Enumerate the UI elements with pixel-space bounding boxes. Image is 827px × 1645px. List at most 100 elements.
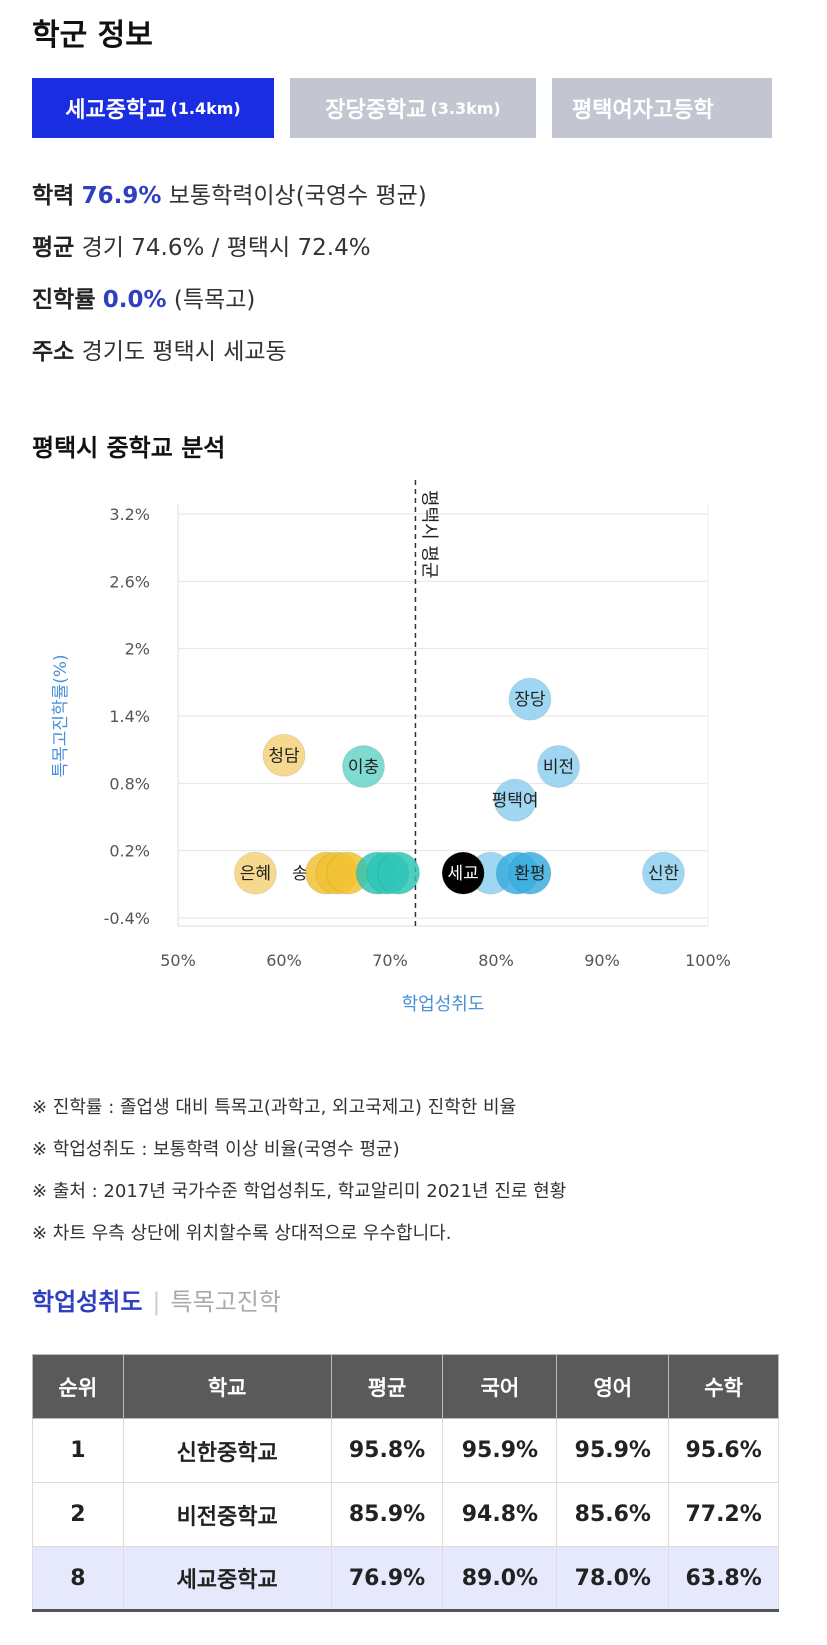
data-point <box>641 851 685 895</box>
tab-school-2-name: 평택여자고등학 <box>572 98 714 123</box>
cell-korean: 95.9% <box>442 1418 558 1483</box>
header-korean: 국어 <box>442 1354 558 1419</box>
ranking-table: 순위 학교 평균 국어 영어 수학 1 신한중학교 95.8% 95.9% 95… <box>32 1354 779 1612</box>
info-academic: 학력 76.9% 보통학력이상(국영수 평균) <box>32 176 427 210</box>
info-address-text: 경기도 평택시 세교동 <box>81 339 287 365</box>
info-address-label: 주소 <box>32 339 75 365</box>
info-address: 주소 경기도 평택시 세교동 <box>32 332 287 366</box>
tab-school-0-name: 세교중학교 <box>65 98 167 123</box>
data-point-label: 청담 <box>268 746 300 766</box>
cell-school: 세교중학교 <box>122 1546 332 1611</box>
table-header-row: 순위 학교 평균 국어 영어 수학 <box>32 1354 779 1419</box>
cell-korean: 94.8% <box>442 1482 558 1547</box>
section-title: 학군 정보 <box>32 18 153 53</box>
header-school: 학교 <box>122 1354 332 1419</box>
data-point-label: 이충 <box>348 758 379 778</box>
x-tick-label: 90% <box>584 951 620 970</box>
data-point <box>537 745 581 788</box>
tab-school-1[interactable]: 장당중학교 (3.3km) <box>290 78 536 138</box>
y-tick-label: 2.6% <box>109 572 150 591</box>
cell-school: 비전중학교 <box>122 1482 332 1547</box>
data-point <box>342 745 385 788</box>
info-advancement-label: 진학률 <box>32 287 96 313</box>
y-tick-label: 1.4% <box>109 707 150 726</box>
cell-english: 95.9% <box>556 1418 670 1483</box>
note-3: ※ 차트 우측 상단에 위치할수록 상대적으로 우수합니다. <box>32 1223 452 1244</box>
data-point <box>262 733 306 777</box>
subtab-divider: | <box>152 1288 161 1316</box>
table-row[interactable]: 2 비전중학교 85.9% 94.8% 85.6% 77.2% <box>32 1482 779 1547</box>
x-tick-label: 60% <box>266 951 302 970</box>
y-tick-label: -0.4% <box>104 909 150 928</box>
data-point-label: 신한 <box>648 864 680 884</box>
cell-average: 95.8% <box>330 1418 444 1483</box>
info-average-text: 경기 74.6% / 평택시 72.4% <box>81 235 371 261</box>
x-tick-label: 100% <box>685 951 731 970</box>
info-academic-suffix: 보통학력이상(국영수 평균) <box>168 183 427 209</box>
data-point <box>508 677 552 721</box>
cell-average: 76.9% <box>330 1546 444 1611</box>
data-point-label: 환평 <box>514 864 545 884</box>
header-math: 수학 <box>668 1354 779 1419</box>
cell-rank: 2 <box>32 1482 124 1547</box>
cell-rank: 1 <box>32 1418 124 1483</box>
info-advancement: 진학률 0.0% (특목고) <box>32 280 255 314</box>
scatter-chart: 3.2% 2.6% 2% 1.4% 0.8% 0.2% -0.4% 50% 60% 70% 80% 9… <box>51 480 731 1015</box>
cell-school: 신한중학교 <box>122 1418 332 1483</box>
x-axis-label: 학업성취도 <box>402 994 485 1015</box>
cell-english: 78.0% <box>556 1546 670 1611</box>
subtab-academic[interactable]: 학업성취도 <box>32 1288 143 1316</box>
tab-school-0-distance: (1.4km) <box>170 98 241 118</box>
header-average: 평균 <box>330 1354 444 1419</box>
cell-math: 95.6% <box>668 1418 779 1483</box>
data-point <box>376 851 420 895</box>
data-point <box>508 851 552 895</box>
subtab-special-school[interactable]: 특목고진학 <box>170 1288 281 1316</box>
tab-school-0[interactable]: 세교중학교 (1.4km) <box>32 78 274 138</box>
ranking-subtabs: 학업성취도 | 특목고진학 <box>32 1282 281 1317</box>
x-tick-label: 50% <box>160 951 196 970</box>
y-tick-label: 0.2% <box>109 842 150 861</box>
info-academic-label: 학력 <box>32 183 75 209</box>
data-point-label: 평택여 <box>492 791 539 811</box>
data-point <box>233 851 277 895</box>
data-point-label: 세교 <box>447 864 478 884</box>
x-tick-label: 80% <box>478 951 514 970</box>
tab-school-2[interactable]: 평택여자고등학 <box>552 78 772 138</box>
school-tabs: 세교중학교 (1.4km) 장당중학교 (3.3km) 평택여자고등학 <box>32 78 772 138</box>
info-academic-value: 76.9% <box>81 183 162 209</box>
y-tick-label: 3.2% <box>109 505 150 524</box>
x-tick-label: 70% <box>372 951 408 970</box>
cell-average: 85.9% <box>330 1482 444 1547</box>
cell-korean: 89.0% <box>442 1546 558 1611</box>
tab-school-1-name: 장당중학교 <box>325 98 427 123</box>
info-average-label: 평균 <box>32 235 75 261</box>
info-advancement-value: 0.0% <box>102 287 167 313</box>
data-point-label: 비전 <box>543 758 574 778</box>
data-point <box>493 778 537 822</box>
y-tick-label: 2% <box>125 640 150 659</box>
tab-school-1-distance: (3.3km) <box>430 98 501 118</box>
y-tick-label: 0.8% <box>109 774 150 793</box>
cell-english: 85.6% <box>556 1482 670 1547</box>
data-point-label: 송 <box>292 864 308 884</box>
note-0: ※ 진학률 : 졸업생 대비 특목고(과학고, 외고국제고) 진학한 비율 <box>32 1097 517 1118</box>
data-point-label: 은혜 <box>240 864 271 884</box>
chart-title: 평택시 중학교 분석 <box>32 434 226 462</box>
note-2: ※ 출처 : 2017년 국가수준 학업성취도, 학교알리미 2021년 진로 … <box>32 1181 567 1202</box>
notes: ※ 진학률 : 졸업생 대비 특목고(과학고, 외고국제고) 진학한 비율 ※ … <box>32 1087 566 1255</box>
table-row[interactable]: 1 신한중학교 95.8% 95.9% 95.9% 95.6% <box>32 1418 779 1483</box>
note-1: ※ 학업성취도 : 보통학력 이상 비율(국영수 평균) <box>32 1139 400 1160</box>
reference-line-label: 평택시 평균 <box>418 490 439 579</box>
data-point <box>441 851 485 895</box>
cell-math: 63.8% <box>668 1546 779 1611</box>
data-point-label: 장당 <box>514 690 546 710</box>
header-english: 영어 <box>556 1354 670 1419</box>
cell-math: 77.2% <box>668 1482 779 1547</box>
cell-rank: 8 <box>32 1546 124 1611</box>
y-axis-label: 특목고진학률(%) <box>51 654 71 777</box>
header-rank: 순위 <box>32 1354 124 1419</box>
table-row-current-school[interactable]: 8 세교중학교 76.9% 89.0% 78.0% 63.8% <box>32 1546 779 1611</box>
info-average: 평균 경기 74.6% / 평택시 72.4% <box>32 228 371 262</box>
info-advancement-suffix: (특목고) <box>173 287 256 313</box>
